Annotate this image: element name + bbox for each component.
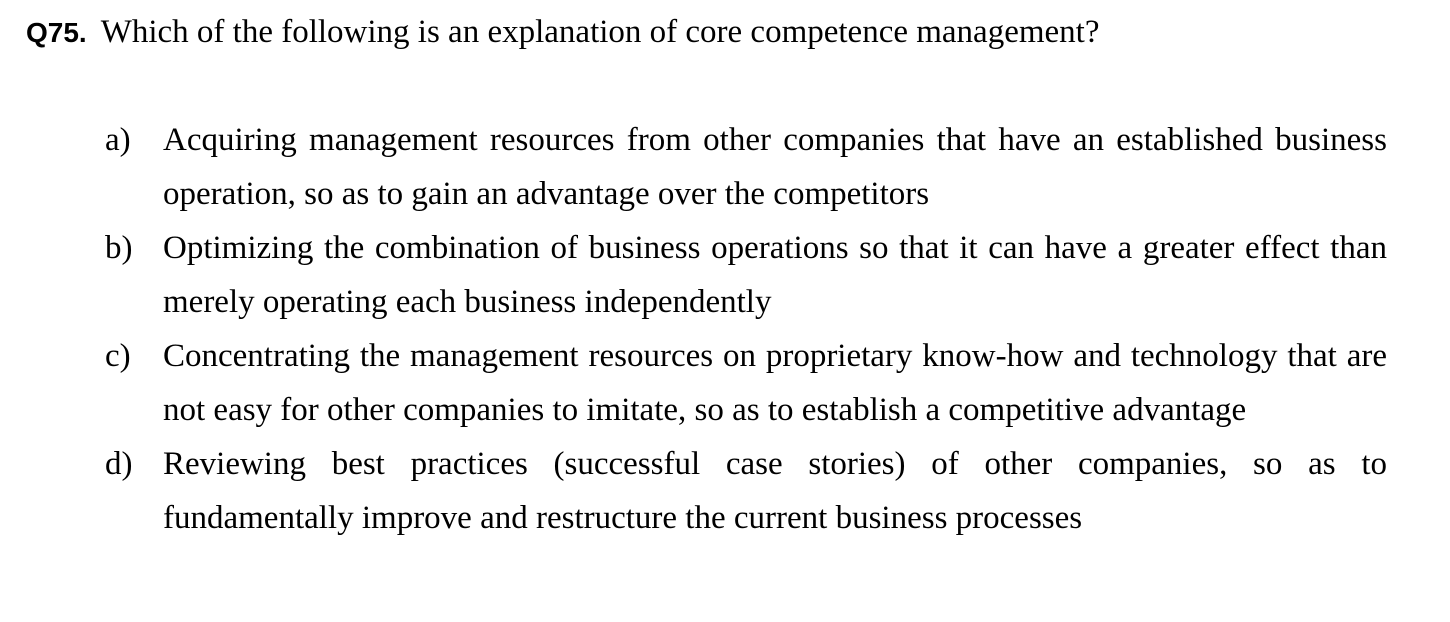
option-d: d) Reviewing best practices (successful … — [105, 437, 1387, 545]
question-number: Q75. — [26, 17, 87, 48]
option-a: a) Acquiring management resources from o… — [105, 113, 1387, 221]
option-text: Concentrating the management resources o… — [163, 338, 1387, 428]
option-text: Acquiring management resources from othe… — [163, 122, 1387, 212]
option-text: Optimizing the combination of business o… — [163, 230, 1387, 320]
option-c: c) Concentrating the management resource… — [105, 329, 1387, 437]
question-header: Q75. Which of the following is an explana… — [26, 10, 1100, 60]
answer-options: a) Acquiring management resources from o… — [105, 113, 1387, 545]
option-letter: c) — [105, 338, 131, 374]
question-text: Which of the following is an explanation… — [100, 14, 1100, 50]
option-letter: b) — [105, 230, 133, 266]
option-letter: a) — [105, 122, 131, 158]
option-text: Reviewing best practices (successful cas… — [163, 446, 1387, 536]
option-letter: d) — [105, 446, 133, 482]
option-b: b) Optimizing the combination of busines… — [105, 221, 1387, 329]
